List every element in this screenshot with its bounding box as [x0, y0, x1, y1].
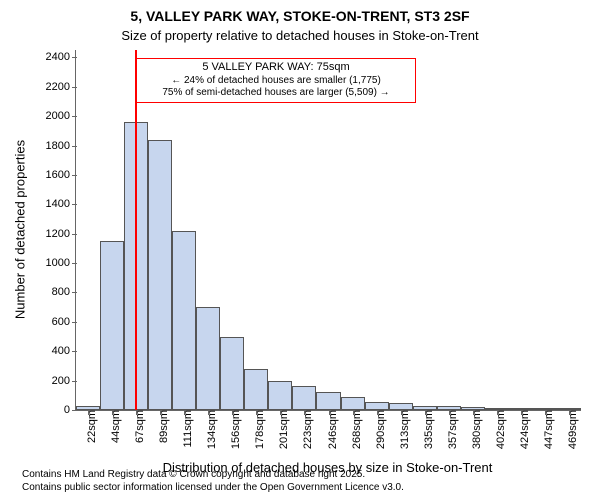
- y-tick: 600: [52, 316, 76, 328]
- histogram-bar: [196, 307, 220, 410]
- x-tick-label: 67sqm: [132, 410, 146, 443]
- histogram-bar: [244, 369, 268, 410]
- annotation-line-larger: 75% of semi-detached houses are larger (…: [141, 87, 411, 100]
- histogram-bar: [220, 337, 244, 410]
- histogram-bar: [389, 403, 413, 410]
- y-tick: 1800: [46, 140, 76, 152]
- x-tick-label: 290sqm: [373, 410, 387, 449]
- x-tick-label: 402sqm: [493, 410, 507, 449]
- histogram-bar: [292, 386, 316, 410]
- histogram-bar: [268, 381, 292, 410]
- histogram-bar: [100, 241, 124, 410]
- y-tick: 200: [52, 375, 76, 387]
- x-tick-label: 89sqm: [156, 410, 170, 443]
- x-tick-label: 380sqm: [469, 410, 483, 449]
- x-tick-label: 156sqm: [228, 410, 242, 449]
- y-tick: 1000: [46, 257, 76, 269]
- x-tick-label: 246sqm: [325, 410, 339, 449]
- y-tick: 0: [64, 404, 76, 416]
- attribution: Contains HM Land Registry data © Crown c…: [22, 469, 404, 494]
- histogram-bar: [148, 140, 172, 410]
- histogram-bar: [341, 397, 365, 410]
- x-tick-label: 335sqm: [421, 410, 435, 449]
- x-tick-label: 201sqm: [276, 410, 290, 449]
- y-axis-label: Number of detached properties: [13, 50, 28, 410]
- y-tick: 2400: [46, 51, 76, 63]
- y-tick: 400: [52, 345, 76, 357]
- x-tick-label: 469sqm: [565, 410, 579, 449]
- x-tick-label: 178sqm: [252, 410, 266, 449]
- x-tick-label: 357sqm: [445, 410, 459, 449]
- y-tick: 2000: [46, 110, 76, 122]
- x-tick-label: 44sqm: [108, 410, 122, 443]
- x-tick-label: 22sqm: [84, 410, 98, 443]
- y-tick: 1200: [46, 228, 76, 240]
- histogram-bar: [172, 231, 196, 410]
- chart-container: 5, VALLEY PARK WAY, STOKE-ON-TRENT, ST3 …: [0, 0, 600, 500]
- x-tick-label: 223sqm: [300, 410, 314, 449]
- attribution-line1: Contains HM Land Registry data © Crown c…: [22, 469, 404, 482]
- x-tick-label: 134sqm: [204, 410, 218, 449]
- annotation-title: 5 VALLEY PARK WAY: 75sqm: [141, 61, 411, 75]
- y-tick: 1400: [46, 198, 76, 210]
- x-tick-label: 313sqm: [397, 410, 411, 449]
- attribution-line2: Contains public sector information licen…: [22, 482, 404, 495]
- x-tick-label: 111sqm: [180, 410, 194, 448]
- reference-line: [135, 50, 137, 410]
- annotation-box: 5 VALLEY PARK WAY: 75sqm← 24% of detache…: [136, 58, 416, 103]
- plot-area: 0200400600800100012001400160018002000220…: [75, 50, 581, 411]
- chart-title: 5, VALLEY PARK WAY, STOKE-ON-TRENT, ST3 …: [0, 8, 600, 24]
- x-tick-label: 447sqm: [541, 410, 555, 449]
- x-tick-label: 268sqm: [349, 410, 363, 449]
- x-tick-label: 424sqm: [517, 410, 531, 449]
- y-tick: 2200: [46, 81, 76, 93]
- histogram-bar: [365, 402, 389, 410]
- y-tick: 800: [52, 286, 76, 298]
- histogram-bar: [316, 392, 340, 410]
- chart-subtitle: Size of property relative to detached ho…: [0, 28, 600, 43]
- annotation-line-smaller: ← 24% of detached houses are smaller (1,…: [141, 75, 411, 88]
- y-tick: 1600: [46, 169, 76, 181]
